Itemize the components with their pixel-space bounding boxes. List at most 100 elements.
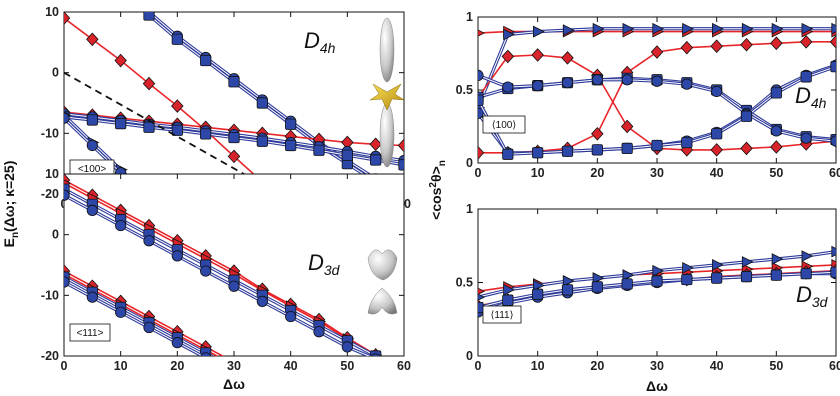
data-point — [86, 32, 99, 47]
x-tick-label: 40 — [710, 359, 724, 373]
orientation-label: <100> — [78, 164, 107, 175]
x-tick-label: 20 — [590, 359, 604, 373]
data-point — [200, 128, 212, 140]
x-tick-label: 40 — [710, 166, 724, 180]
x-tick-label: 20 — [170, 359, 184, 373]
data-point — [86, 291, 98, 303]
y-tick-label: -10 — [41, 126, 59, 140]
data-point — [740, 110, 753, 122]
data-point — [741, 22, 754, 35]
data-point — [561, 51, 574, 65]
data-point — [503, 284, 515, 296]
x-tick-label: 40 — [284, 359, 298, 373]
data-point — [233, 355, 235, 356]
data-point — [478, 107, 484, 119]
y-tick-label: -20 — [41, 187, 59, 201]
x-tick-label: 10 — [531, 166, 545, 180]
x-tick-label: 0 — [475, 359, 482, 373]
data-point — [770, 269, 782, 281]
y-tick-label: 1 — [466, 202, 473, 216]
data-point — [369, 137, 382, 152]
data-point — [64, 276, 70, 288]
data-point — [562, 24, 575, 36]
data-point — [651, 139, 663, 152]
data-point — [681, 78, 693, 90]
data-point — [502, 81, 514, 93]
x-tick-label: 50 — [340, 359, 354, 373]
data-point — [622, 22, 635, 35]
data-point — [478, 293, 486, 301]
data-point — [478, 287, 486, 295]
left-ylabel-rest: (Δω; κ=25) — [1, 161, 17, 232]
y-tick-label: -10 — [41, 288, 59, 302]
data-point — [831, 22, 836, 35]
series-layer — [478, 22, 836, 160]
data-point — [285, 118, 297, 130]
data-point — [591, 144, 603, 156]
data-point — [200, 352, 211, 356]
data-point — [532, 147, 544, 159]
data-point — [143, 321, 155, 334]
data-point — [228, 280, 240, 292]
data-point — [533, 279, 545, 292]
x-tick-label: 30 — [227, 359, 241, 373]
orientation-box — [482, 115, 526, 134]
left-ylabel-main: E — [1, 238, 17, 247]
x-tick-label: 0 — [61, 359, 68, 373]
data-point — [501, 49, 515, 64]
data-point — [561, 77, 574, 89]
data-point — [171, 124, 183, 136]
data-point — [341, 149, 353, 161]
data-point — [478, 301, 484, 314]
data-point — [171, 33, 183, 45]
data-point — [622, 269, 635, 281]
data-point — [503, 28, 515, 41]
data-point — [478, 94, 484, 106]
data-point — [771, 22, 784, 35]
data-point — [114, 53, 127, 68]
orientation-label: <111> — [77, 328, 104, 339]
data-point — [115, 306, 127, 318]
data-point — [712, 22, 724, 35]
series-layer — [64, 12, 404, 194]
data-point — [313, 144, 325, 156]
data-point — [681, 273, 693, 286]
data-point — [740, 141, 753, 156]
data-point — [228, 76, 240, 88]
data-point — [711, 85, 723, 98]
data-point — [830, 135, 836, 147]
y-tick-label: 0 — [466, 349, 473, 363]
data-point — [770, 36, 783, 51]
x-tick-label: 50 — [769, 166, 783, 180]
orientation-label: ⟨100⟩ — [492, 120, 517, 131]
data-point — [830, 61, 836, 73]
panel-d4h-alignment: 0 10 20 30 40 50 60 0 0.5 1 D4h ⟨100⟩ — [456, 10, 840, 180]
data-point — [711, 128, 723, 140]
data-point — [313, 326, 325, 338]
y-tick-label: -20 — [41, 349, 59, 363]
data-point — [143, 12, 155, 21]
data-point — [200, 265, 212, 277]
data-point — [531, 48, 544, 62]
left-ylabel-sub: n — [10, 232, 21, 238]
data-point — [561, 145, 574, 157]
data-point — [591, 281, 603, 293]
data-point — [801, 250, 814, 262]
data-point — [829, 35, 836, 49]
data-point — [143, 235, 155, 247]
symmetry-group-label: D4h — [795, 83, 827, 111]
data-point — [64, 112, 70, 124]
data-point — [171, 99, 184, 113]
data-point — [228, 131, 240, 144]
data-point — [740, 271, 753, 283]
data-point — [680, 40, 694, 55]
data-point — [502, 148, 514, 160]
data-point — [142, 76, 156, 91]
data-point — [227, 149, 241, 164]
data-point — [652, 22, 665, 35]
symmetry-group-label: D3d — [308, 250, 341, 278]
data-point — [711, 272, 723, 284]
data-point — [502, 294, 514, 306]
d4h-molecule-illustration — [369, 17, 405, 168]
